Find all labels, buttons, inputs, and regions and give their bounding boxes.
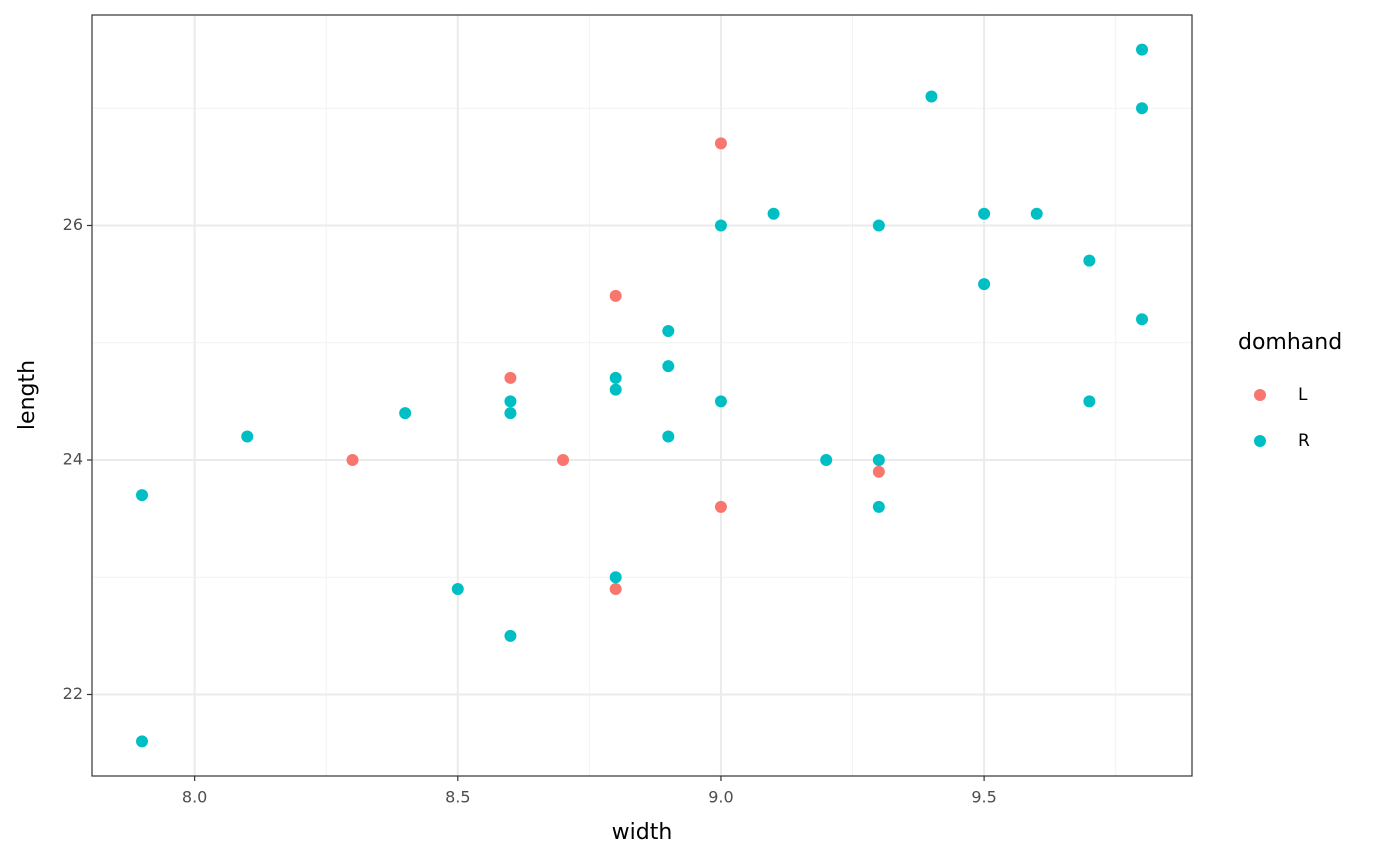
point <box>609 289 622 302</box>
point <box>662 360 675 373</box>
point <box>399 407 412 420</box>
legend-key <box>1254 389 1266 401</box>
legend-label: L <box>1298 385 1308 405</box>
point <box>714 137 727 150</box>
point <box>872 453 885 466</box>
point <box>925 90 938 103</box>
point <box>820 453 833 466</box>
point <box>609 582 622 595</box>
panel-border <box>91 14 1193 777</box>
y-tick-label: 22 <box>63 684 83 703</box>
point <box>346 453 359 466</box>
point <box>1083 395 1096 408</box>
y-axis-title: length <box>15 360 40 430</box>
x-tick-label: 9.0 <box>708 788 733 807</box>
point <box>872 500 885 513</box>
point <box>714 219 727 232</box>
point <box>504 371 517 384</box>
point <box>872 219 885 232</box>
point <box>1136 43 1148 56</box>
point <box>136 489 148 502</box>
point <box>978 278 991 291</box>
point <box>609 371 622 384</box>
x-axis-title: width <box>612 820 673 845</box>
point <box>714 500 727 513</box>
point <box>609 383 622 396</box>
point <box>451 582 464 595</box>
grid <box>92 15 1192 776</box>
point <box>1136 102 1148 115</box>
point <box>1030 207 1043 220</box>
x-tick-label: 8.0 <box>182 788 207 807</box>
point <box>504 395 517 408</box>
point <box>609 571 622 584</box>
point <box>662 325 675 338</box>
legend-title: domhand <box>1238 330 1342 355</box>
legend-label: R <box>1298 431 1310 451</box>
point <box>241 430 254 443</box>
y-tick-label: 24 <box>63 449 83 468</box>
point <box>557 453 570 466</box>
point <box>136 735 148 748</box>
point <box>504 629 517 642</box>
x-tick-label: 8.5 <box>445 788 470 807</box>
point <box>872 465 885 478</box>
point <box>1136 313 1148 326</box>
point <box>714 395 727 408</box>
point <box>767 207 780 220</box>
points <box>136 43 1148 748</box>
point <box>1083 254 1096 267</box>
legend-key <box>1254 435 1266 447</box>
point <box>662 430 675 443</box>
y-tick-label: 26 <box>63 215 83 234</box>
point <box>978 207 991 220</box>
point <box>504 407 517 420</box>
x-tick-label: 9.5 <box>971 788 996 807</box>
